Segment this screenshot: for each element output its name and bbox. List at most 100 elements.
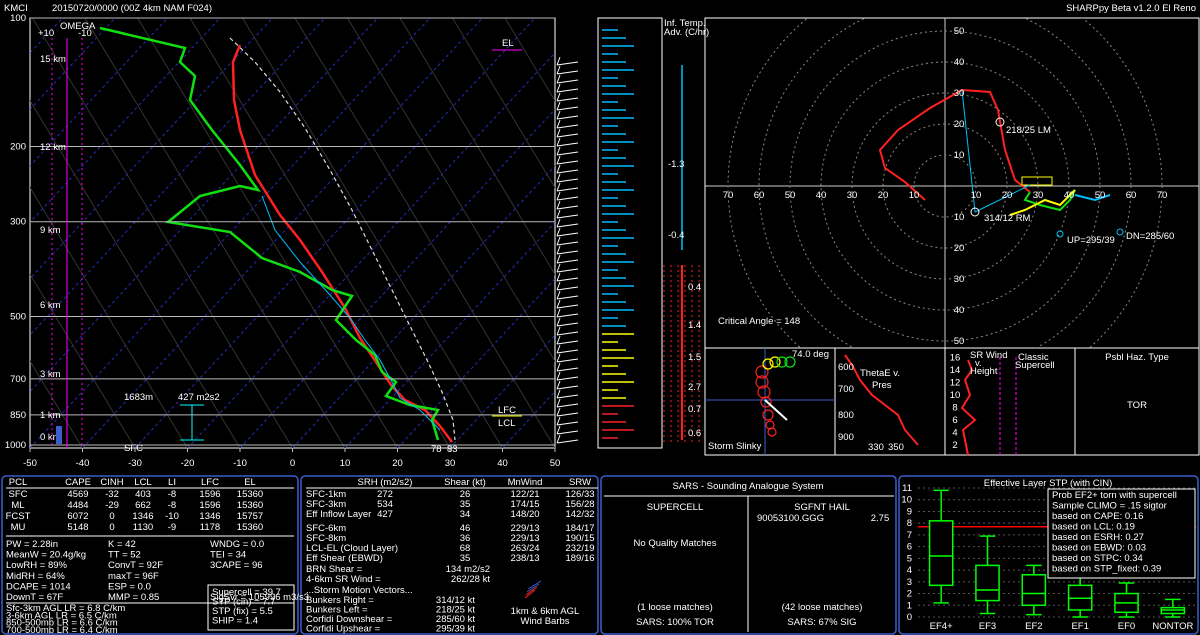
dry-adiabat <box>30 273 136 448</box>
omega-title: OMEGA <box>60 21 96 32</box>
sfc-label: SFC <box>124 443 143 454</box>
index: MeanW = 20.4g/kg <box>6 550 86 561</box>
hodo-tick: 10 <box>909 190 920 201</box>
motion-value: 285/60 kt <box>436 614 475 625</box>
advection-frame <box>597 17 663 449</box>
mini-barb <box>525 586 538 596</box>
barb-staff <box>556 331 579 336</box>
barb-flag <box>556 110 561 120</box>
kinematic-header: SRW <box>569 477 591 488</box>
barb-staff <box>556 394 579 399</box>
kinematic-label: Eff Inflow Layer <box>306 509 371 520</box>
kinematic-cell: 232/19 <box>565 543 594 554</box>
barb-flag <box>556 299 561 309</box>
barb-staff <box>556 376 579 381</box>
thetae-tick: 350 <box>888 442 904 453</box>
classic-label: Classic <box>1018 352 1049 363</box>
dry-adiabat <box>452 18 555 189</box>
lcl-label: LCL <box>498 418 515 429</box>
isotherm <box>82 18 483 448</box>
advection-title: Adv. (C/hr) <box>664 27 709 38</box>
hodo-tick: 20 <box>1002 190 1013 201</box>
stp-category: EF2 <box>1025 621 1042 632</box>
barb-staff <box>556 421 579 426</box>
barb-staff <box>556 412 579 417</box>
stp-y-label: 11 <box>902 483 912 494</box>
height-label: 12 km <box>40 142 66 153</box>
barb-flag <box>556 362 561 372</box>
kinematic-frame <box>300 475 599 635</box>
temp-label: 50 <box>550 458 561 469</box>
dry-adiabat <box>294 18 555 448</box>
thetae-title: ThetaE v. <box>860 368 900 379</box>
parcel-header: LFC <box>201 477 219 488</box>
barb-staff <box>556 286 579 291</box>
motion-label: Corfidi Upshear = <box>306 624 381 635</box>
classic-label: Supercell <box>1015 360 1055 371</box>
stp-y-label: 5 <box>907 553 912 564</box>
barb-flag <box>556 398 561 408</box>
sfc-temperature: 83 <box>447 444 458 455</box>
motion-title: ...Storm Motion Vectors... <box>306 585 413 596</box>
pressure-label: 500 <box>10 311 26 322</box>
run-info: 20150720/0000 (00Z 4km NAM F024) <box>52 3 212 14</box>
stp-y-label: 7 <box>907 530 912 541</box>
kinematic-cell: 156/28 <box>565 499 594 510</box>
prob-line: based on ESRH: 0.27 <box>1052 532 1144 543</box>
hodograph-mid <box>1023 189 1076 212</box>
composite-index: STP (fix) = 5.5 <box>212 606 273 617</box>
hodo-tick: 10 <box>954 150 965 161</box>
temp-label: 10 <box>340 458 351 469</box>
barb-flag <box>556 317 561 327</box>
hodo-tick: 50 <box>1095 190 1106 201</box>
barb-flag <box>556 425 561 435</box>
barb-staff <box>556 214 579 219</box>
parcel-cell: 15360 <box>237 489 263 500</box>
thetae-pressure: 600 <box>838 362 854 373</box>
kinematic-label: LCL-EL (Cloud Layer) <box>306 543 398 554</box>
parcel-cell: 15757 <box>237 511 263 522</box>
stp-category: EF1 <box>1071 621 1088 632</box>
hodo-tick: 40 <box>1064 190 1075 201</box>
kinematic-cell: 122/21 <box>510 489 539 500</box>
barb-flag <box>556 92 561 102</box>
barb-staff <box>556 250 579 255</box>
barb-staff <box>556 61 579 66</box>
barb-flag <box>556 83 561 93</box>
hodo-tick: 60 <box>1126 190 1137 201</box>
temp-label: -50 <box>23 458 37 469</box>
temp-label: 0 <box>290 458 295 469</box>
hodo-tick: 50 <box>785 190 796 201</box>
barb-flag <box>556 290 561 300</box>
kinematic-cell: 34 <box>460 509 471 520</box>
kinematic-cell: 238/13 <box>510 553 539 564</box>
hodo-ring <box>727 18 1163 348</box>
parcel-cell: 1596 <box>199 489 220 500</box>
sars-hail: SGFNT HAIL <box>794 502 850 513</box>
kinematic-table: SRH (m2/s2) Shear (kt) MnWind SRW SFC-1km 272… <box>306 477 598 564</box>
barb-staff <box>556 277 579 282</box>
kinematic-cell: 126/33 <box>565 489 594 500</box>
omega-tick: -10 <box>78 28 92 39</box>
srwind-height: 14 <box>950 365 961 376</box>
wetbulb-trace <box>261 195 441 431</box>
kinematic-cell: 189/16 <box>565 553 594 564</box>
dry-adiabat <box>347 18 555 363</box>
pressure-label: 200 <box>10 142 26 153</box>
height-label: 1 km <box>40 410 61 421</box>
temp-label: 40 <box>497 458 508 469</box>
hail-size: 2.75 <box>871 513 890 524</box>
hodo-tick: 30 <box>847 190 858 201</box>
isotherm <box>30 18 431 448</box>
box <box>928 520 954 587</box>
index: TT = 52 <box>108 550 141 561</box>
barb-flag <box>556 218 561 228</box>
parcel-cell: 662 <box>135 500 151 511</box>
barb-staff <box>556 151 579 156</box>
dry-adiabat <box>30 360 83 448</box>
composite-box <box>207 584 295 631</box>
brn-value: 134 m2/s2 <box>446 564 490 575</box>
barb-flag <box>556 191 561 201</box>
parcel-cell: 403 <box>135 489 151 500</box>
pressure-label: 100 <box>10 13 26 24</box>
